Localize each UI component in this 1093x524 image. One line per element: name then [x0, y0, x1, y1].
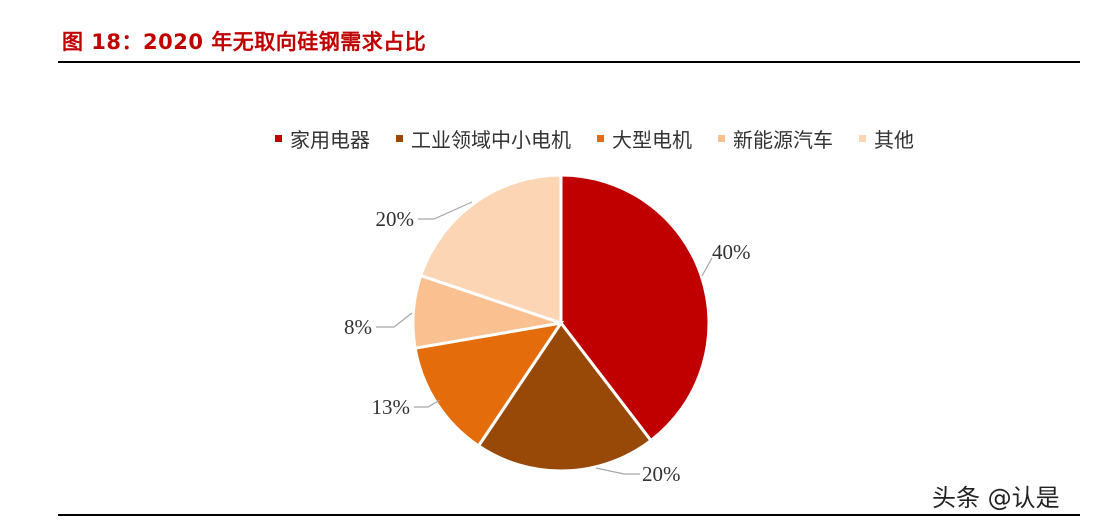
data-label-1: 20%: [642, 462, 681, 486]
legend-item-3: 新能源汽车: [718, 124, 833, 153]
figure-title: 图 18：2020 年无取向硅钢需求占比: [62, 30, 427, 54]
legend-swatch-3: [718, 135, 725, 142]
legend-label-4: 其他: [874, 128, 914, 152]
legend-item-2: 大型电机: [597, 124, 692, 153]
pie-slice-1: [476, 320, 654, 473]
leader-line-1: [595, 467, 640, 475]
legend-label-3: 新能源汽车: [733, 128, 833, 152]
leader-line-3: [376, 312, 413, 328]
legend-swatch-4: [859, 135, 866, 142]
legend-swatch-2: [597, 135, 604, 142]
legend-label-0: 家用电器: [290, 128, 370, 152]
data-label-2: 13%: [372, 395, 411, 419]
legend-label-1: 工业领域中小电机: [411, 128, 571, 152]
data-label-4: 20%: [376, 207, 415, 231]
leader-line-0: [701, 257, 713, 277]
legend-swatch-1: [396, 135, 403, 142]
pie-slice-0: [559, 173, 711, 443]
top-divider: [58, 61, 1080, 63]
pie-slice-4: [418, 173, 563, 326]
watermark: 头条 @认是: [932, 484, 1060, 512]
leader-line-4: [418, 201, 473, 220]
legend-swatch-0: [275, 135, 282, 142]
data-label-3: 8%: [344, 315, 372, 339]
legend-item-4: 其他: [859, 124, 914, 153]
chart-legend: 家用电器 工业领域中小电机 大型电机 新能源汽车 其他: [0, 124, 1093, 153]
legend-label-2: 大型电机: [612, 128, 692, 152]
data-label-0: 40%: [712, 240, 751, 264]
legend-item-0: 家用电器: [275, 124, 370, 153]
legend-item-1: 工业领域中小电机: [396, 124, 571, 153]
bottom-divider: [58, 514, 1080, 516]
pie-slice-2: [413, 320, 565, 448]
leader-line-2: [414, 399, 441, 408]
